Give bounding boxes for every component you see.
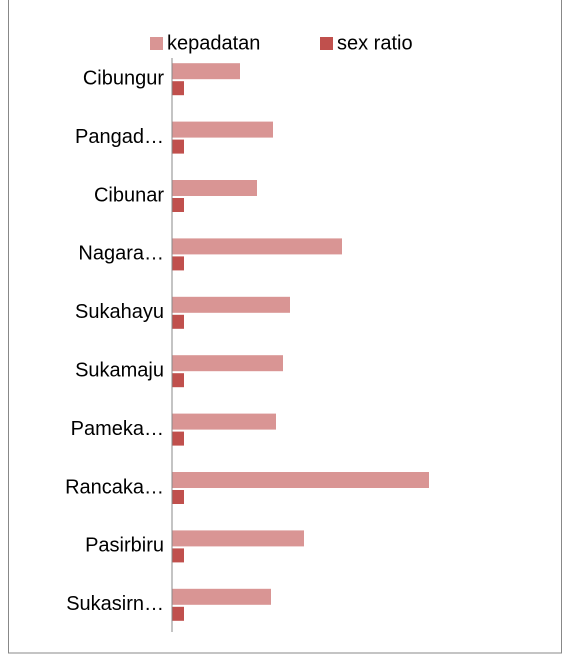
y-tick-label: Cibungur	[83, 67, 165, 89]
bar	[172, 548, 184, 563]
bar	[172, 139, 184, 154]
bar	[172, 180, 257, 196]
bar	[172, 472, 429, 488]
bar	[172, 238, 342, 255]
legend-swatch	[150, 37, 163, 50]
bar	[172, 63, 240, 80]
bar	[172, 373, 184, 388]
bar	[172, 606, 184, 621]
bar	[172, 256, 184, 271]
y-tick-label: Rancaka…	[65, 476, 164, 498]
bar	[172, 413, 276, 430]
bar	[172, 530, 304, 547]
y-tick-label: Sukasirn…	[66, 593, 164, 615]
y-tick-label: Pasirbiru	[85, 535, 164, 557]
y-tick-label: Sukahayu	[75, 301, 164, 323]
bar	[172, 198, 184, 212]
y-tick-label: Nagara…	[78, 243, 164, 265]
bar	[172, 314, 184, 329]
legend-label: sex ratio	[337, 32, 413, 54]
y-tick-label: Cibunar	[94, 184, 164, 206]
bar	[172, 121, 273, 138]
legend-swatch	[320, 37, 333, 50]
bar	[172, 81, 184, 96]
bar	[172, 588, 271, 605]
bar	[172, 431, 184, 446]
y-tick-label: Pameka…	[71, 418, 164, 440]
bar	[172, 296, 290, 313]
bar	[172, 490, 184, 504]
y-tick-label: Pangad…	[75, 126, 164, 148]
legend-label: kepadatan	[167, 32, 260, 54]
y-tick-label: Sukamaju	[75, 359, 164, 381]
bar	[172, 355, 283, 372]
